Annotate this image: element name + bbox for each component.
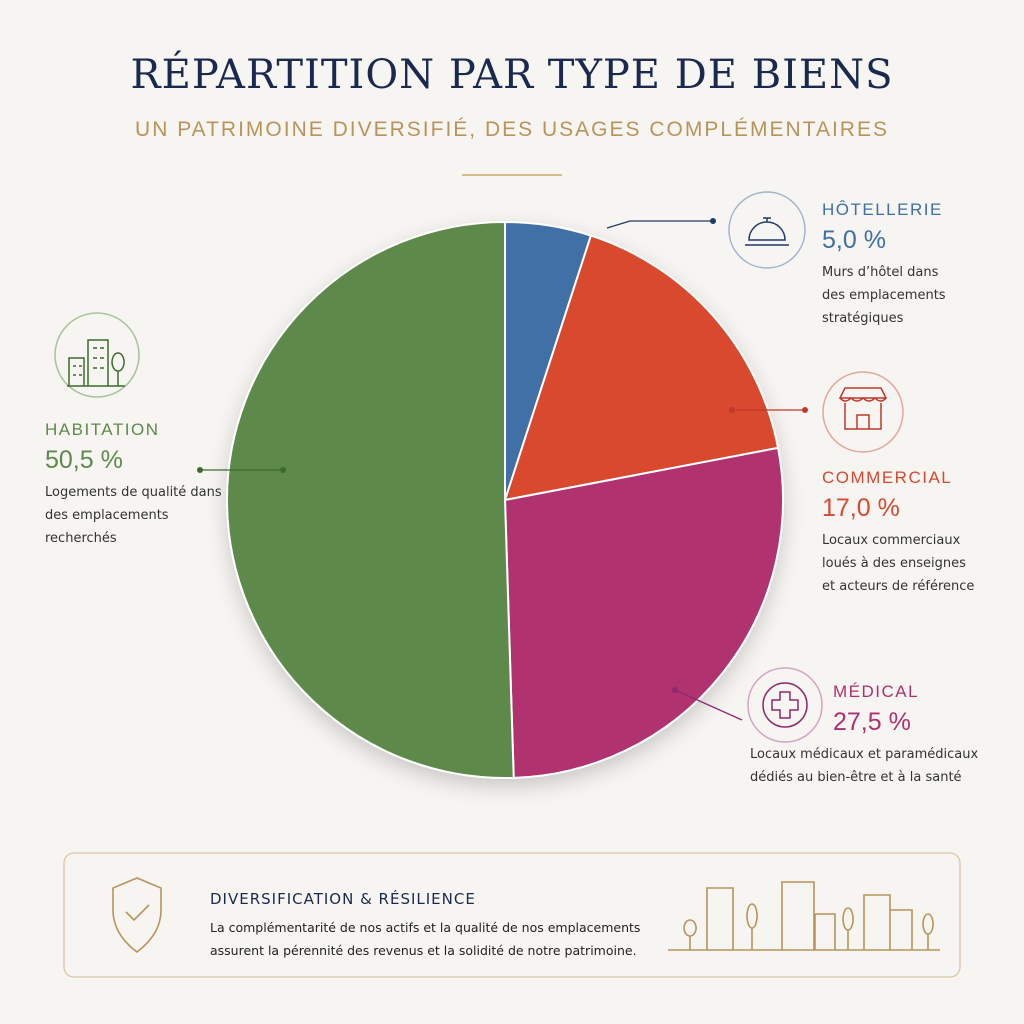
footer-box [63,852,961,978]
pie-slice [226,220,515,779]
pie [226,220,784,779]
pie-slice [503,446,784,779]
category-name: HABITATION [45,420,160,439]
value-label: 17,0 % [822,494,900,522]
category-description: Locaux médicaux et paramédicaux dédiés a… [750,747,979,785]
category-name: HÔTELLERIE [822,200,943,219]
footer-text: La complémentarité de nos actifs et la q… [210,920,641,958]
value-label: 5,0 % [822,226,886,254]
category-label: COMMERCIAL 17,0 % Locaux commerciaux loués… [822,468,982,598]
category-description: Locaux commerciaux loués à des enseignes… [822,533,975,594]
category-label: HABITATION 50,5 % Logements de qualité dan… [45,420,225,550]
icons [54,191,904,743]
value-label: 50,5 % [45,446,123,474]
category-label: HÔTELLERIE 5,0 % Murs d’hôtel dans des emp… [822,200,962,330]
value-label: 27,5 % [833,708,911,736]
category-description: Murs d’hôtel dans des emplacements strat… [822,265,946,326]
category-label: MÉDICAL 27,5 % Locaux médicaux et paramédi… [750,682,1000,789]
pie-slice [503,234,780,502]
leaders [197,218,808,721]
chart-subtitle: UN PATRIMOINE DIVERSIFIÉ, DES USAGES COM… [135,118,889,141]
category-name: MÉDICAL [833,682,920,701]
chart-title: RÉPARTITION PAR TYPE DE BIENS [130,52,894,98]
category-description: Logements de qualité dans des emplacemen… [45,485,222,546]
category-name: COMMERCIAL [822,468,953,487]
footer-icons [112,877,940,954]
footer-title: DIVERSIFICATION & RÉSILIENCE [210,890,476,908]
